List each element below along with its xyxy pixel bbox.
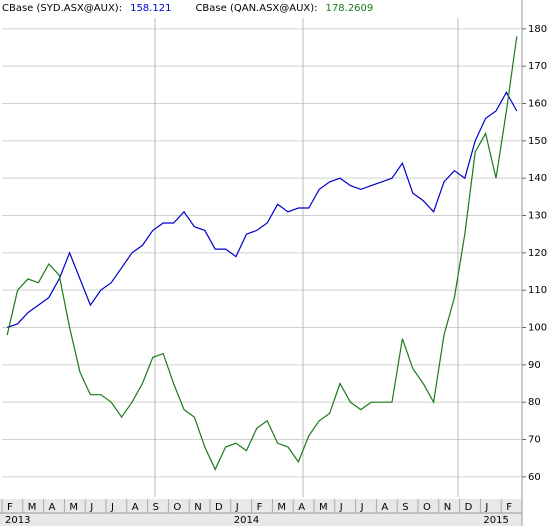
year-label: 2014 xyxy=(234,515,259,526)
x-tick-label: J xyxy=(360,502,364,513)
y-tick-label: 110 xyxy=(528,285,547,296)
y-tick-label: 150 xyxy=(528,136,547,147)
x-tick-label: O xyxy=(423,502,431,513)
legend-value: 158.121 xyxy=(130,3,171,14)
x-tick-label: M xyxy=(69,502,78,513)
y-tick-label: 60 xyxy=(528,472,541,483)
y-tick-label: 70 xyxy=(528,435,541,446)
year-label: 2013 xyxy=(5,515,30,526)
legend-name: CBase (QAN.ASX@AUX): xyxy=(195,3,317,14)
x-tick-label: D xyxy=(215,502,223,513)
x-tick-label: M xyxy=(28,502,37,513)
x-tick-label: J xyxy=(235,502,239,513)
x-tick-label: A xyxy=(298,502,305,513)
y-tick-label: 170 xyxy=(528,61,547,72)
x-tick-label: O xyxy=(173,502,181,513)
x-tick-label: J xyxy=(110,502,114,513)
year-label: 2015 xyxy=(483,515,508,526)
x-tick-label: D xyxy=(465,502,473,513)
y-tick-label: 100 xyxy=(528,323,547,334)
x-tick-label: M xyxy=(319,502,328,513)
y-tick-label: 160 xyxy=(528,98,547,109)
x-tick-label: S xyxy=(402,502,408,513)
x-tick-label: F xyxy=(257,502,263,513)
x-tick-label: N xyxy=(444,502,451,513)
x-tick-label: J xyxy=(339,502,343,513)
legend-value: 178.2609 xyxy=(326,3,374,14)
x-tick-label: F xyxy=(506,502,512,513)
y-tick-label: 120 xyxy=(528,248,547,259)
y-tick-label: 180 xyxy=(528,24,547,35)
header: CBase (SYD.ASX@AUX): 158.121 CBase (QAN.AS… xyxy=(2,3,373,14)
y-tick-label: 130 xyxy=(528,210,547,221)
x-tick-label: J xyxy=(89,502,93,513)
x-tick-label: S xyxy=(153,502,159,513)
legend-name: CBase (SYD.ASX@AUX): xyxy=(2,3,122,14)
series-line xyxy=(6,91,518,329)
x-tick-label: A xyxy=(132,502,139,513)
y-tick-label: 140 xyxy=(528,173,547,184)
x-tick-label: N xyxy=(194,502,201,513)
x-tick-label: F xyxy=(7,502,13,513)
y-tick-label: 80 xyxy=(528,397,541,408)
x-tick-label: A xyxy=(381,502,388,513)
series-line xyxy=(6,36,518,471)
y-tick-label: 90 xyxy=(528,360,541,371)
x-tick-label: J xyxy=(484,502,488,513)
x-tick-label: M xyxy=(277,502,286,513)
x-tick-label: A xyxy=(49,502,56,513)
